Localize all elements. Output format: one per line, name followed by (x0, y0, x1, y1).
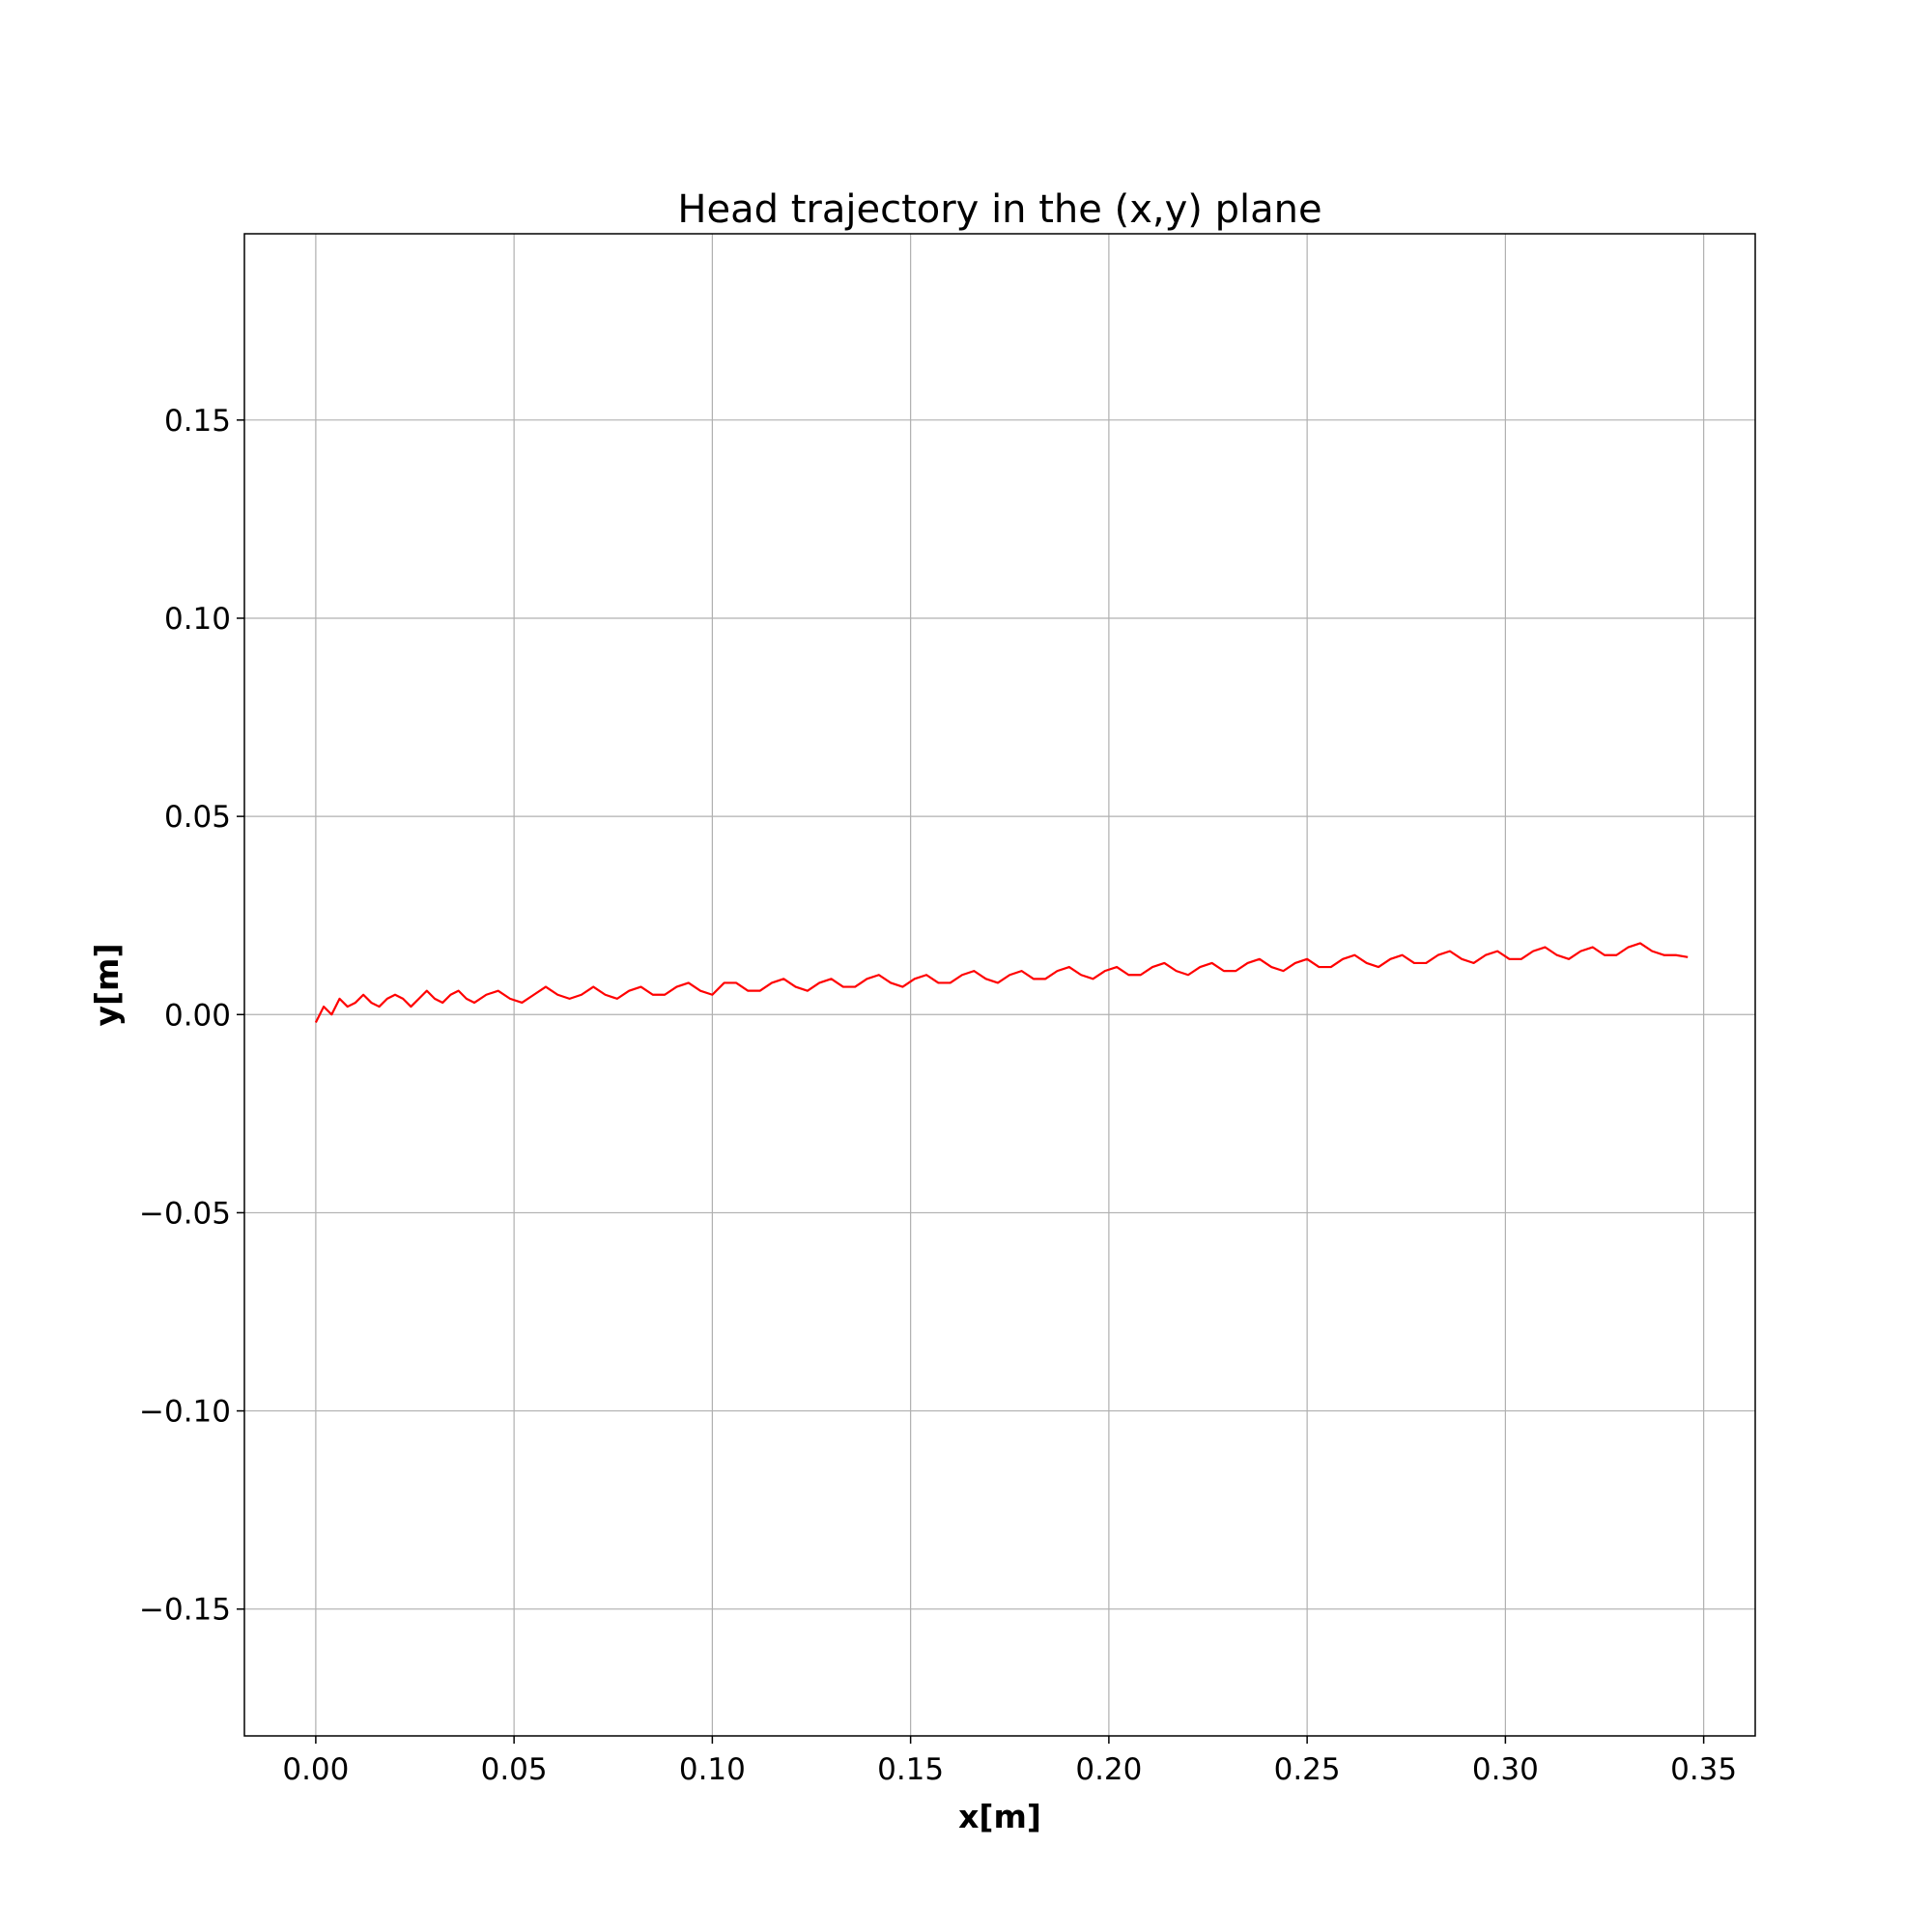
x-tick-label: 0.20 (1075, 1752, 1142, 1787)
trajectory-line (314, 942, 1689, 1023)
x-axis-label: x[m] (958, 1798, 1041, 1835)
x-tick-label: 0.30 (1472, 1752, 1539, 1787)
y-tick-label: −0.10 (139, 1395, 231, 1430)
y-tick-label: 0.15 (164, 404, 231, 439)
y-tick-label: 0.05 (164, 800, 231, 835)
x-tick-label: 0.00 (282, 1752, 349, 1787)
plot-layer (314, 942, 1689, 1023)
grid-layer (244, 234, 1755, 1736)
y-tick-label: 0.00 (164, 998, 231, 1033)
chart-title: Head trajectory in the (x,y) plane (677, 187, 1321, 232)
x-tick-label: 0.35 (1670, 1752, 1737, 1787)
plot-frame (243, 233, 1756, 1737)
x-tick-label: 0.10 (679, 1752, 746, 1787)
y-tick-label: −0.15 (139, 1593, 231, 1628)
x-tick-label: 0.25 (1274, 1752, 1341, 1787)
y-tick-label: −0.05 (139, 1196, 231, 1231)
x-tick-label: 0.05 (481, 1752, 548, 1787)
x-tick-label: 0.15 (877, 1752, 944, 1787)
y-tick-label: 0.10 (164, 602, 231, 637)
y-axis-label: y[m] (88, 943, 126, 1026)
tick-layer: 0.00 0.05 0.10 0.15 0.20 0.25 0.30 0.35 −0.15 −0.… (139, 404, 1737, 1787)
